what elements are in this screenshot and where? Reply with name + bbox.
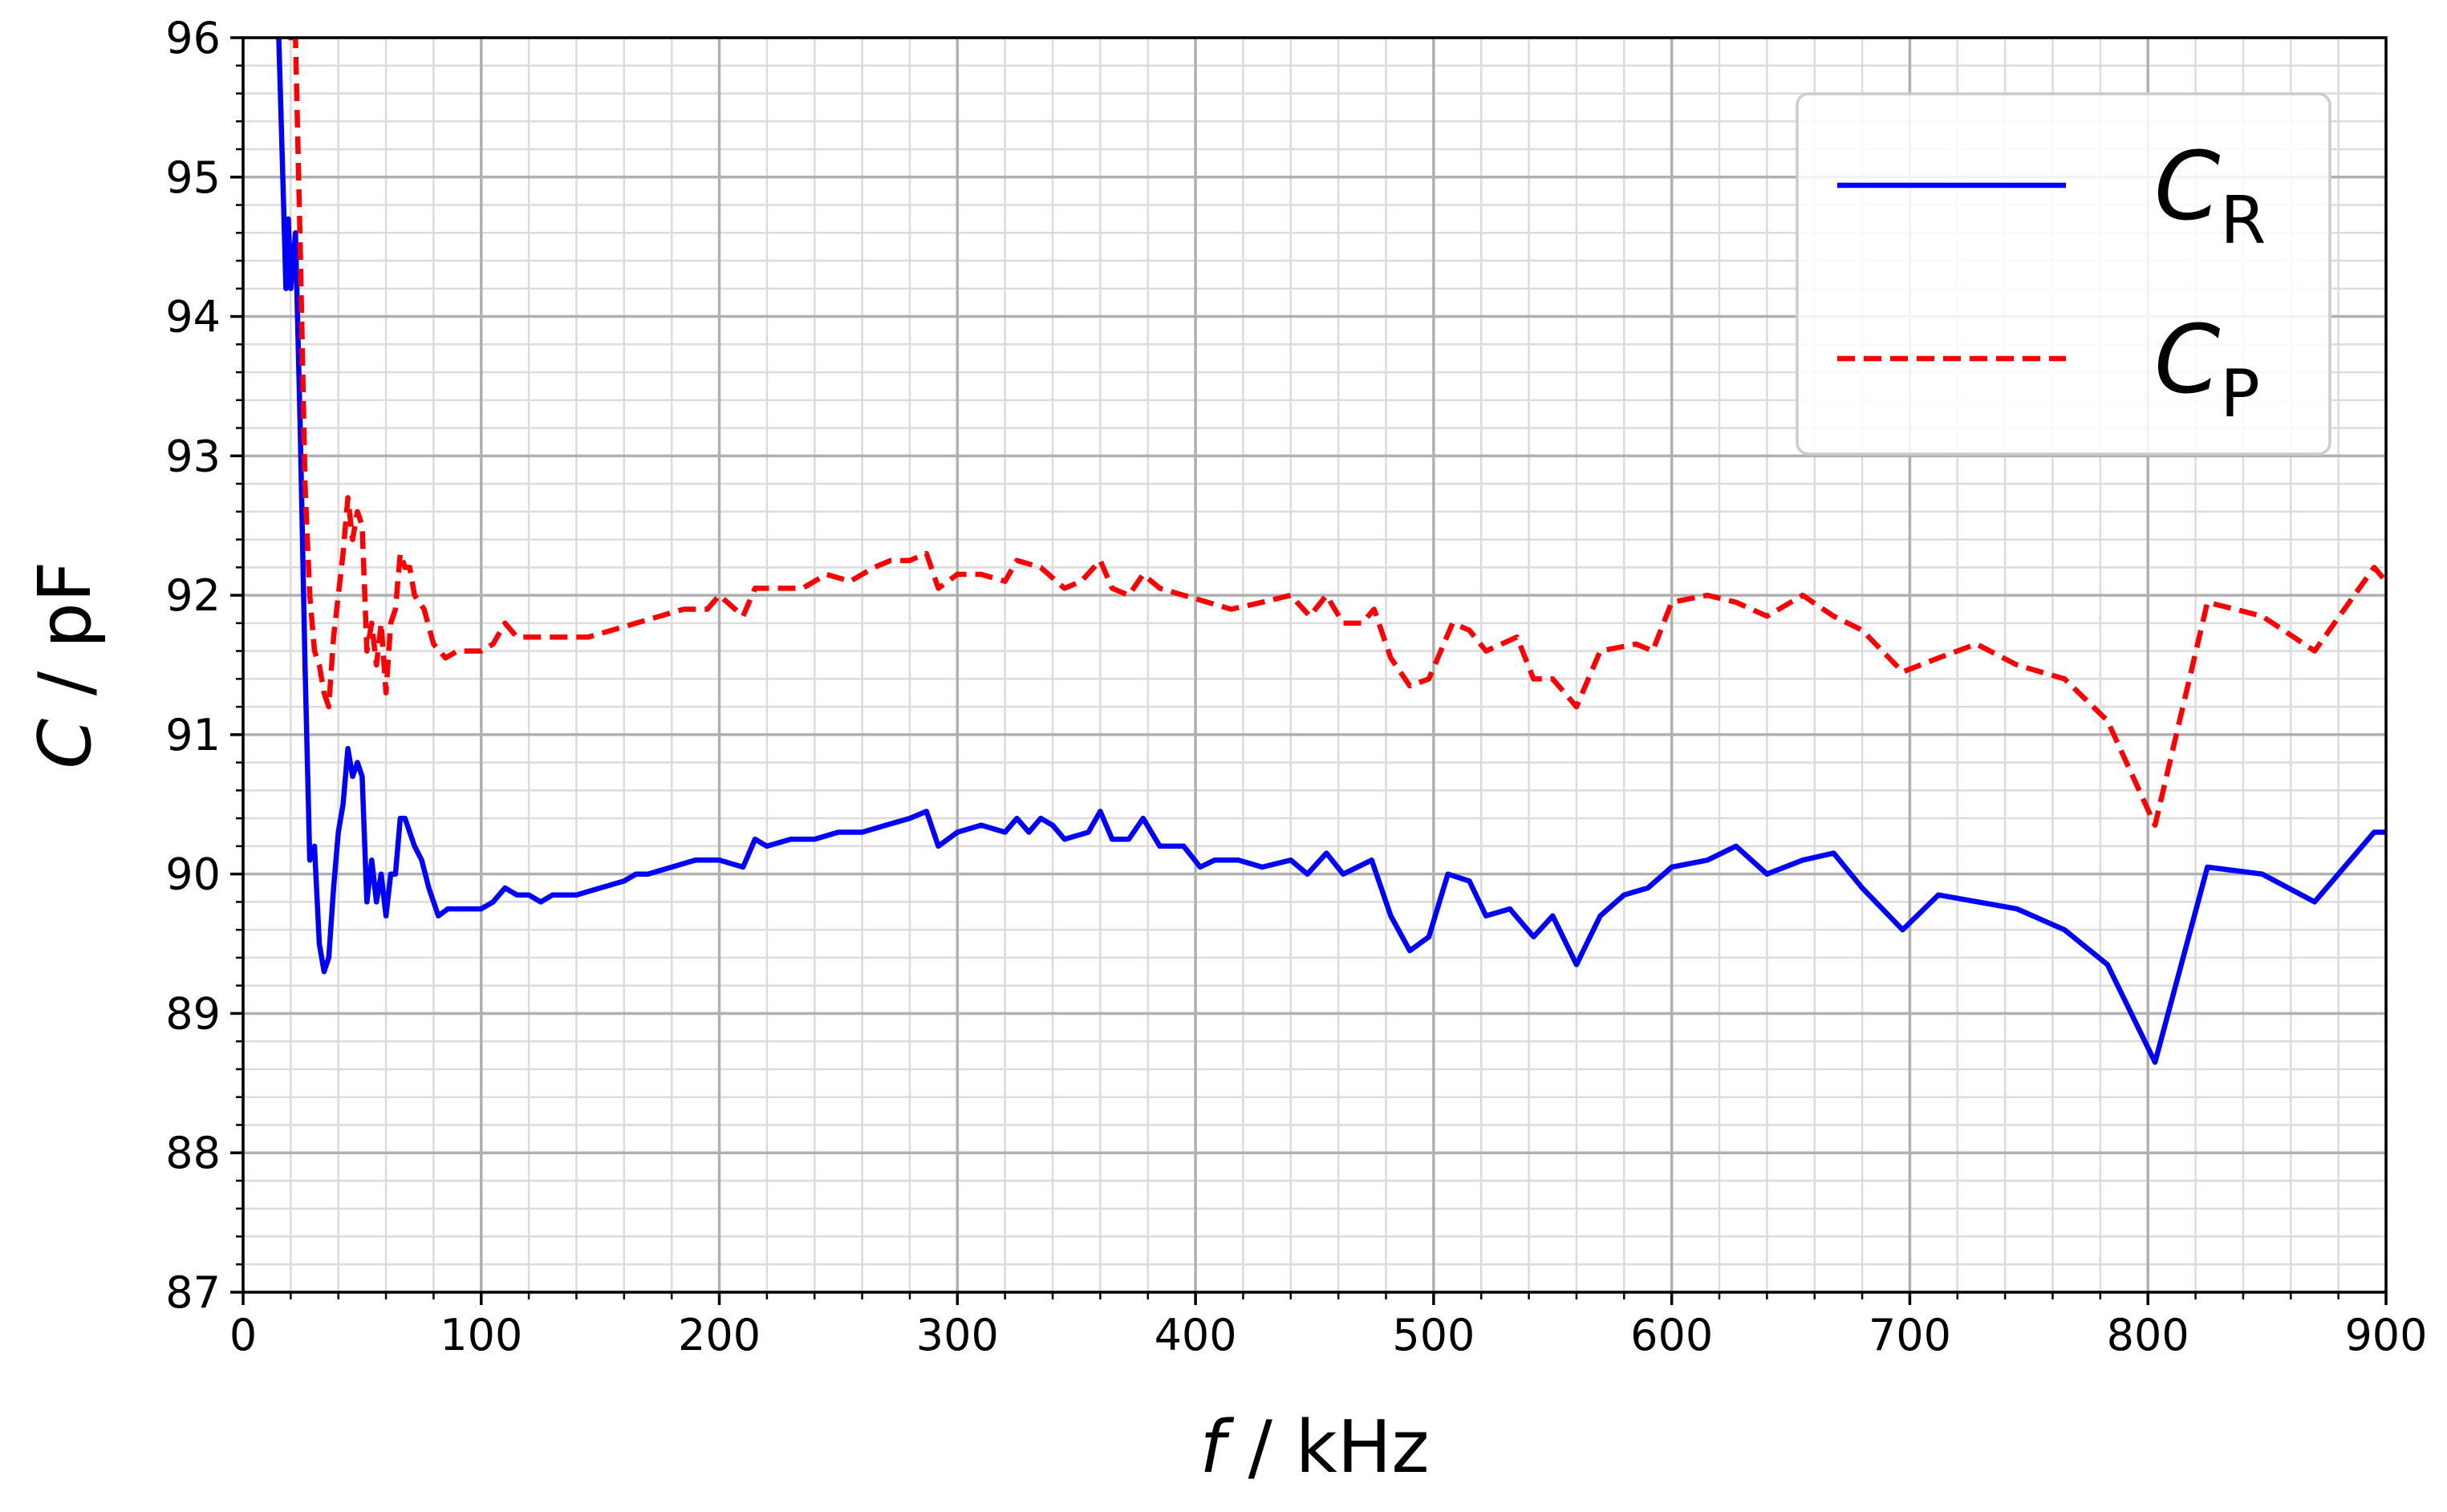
- x-tick-label: 400: [1155, 1310, 1237, 1360]
- y-tick-label: 91: [165, 710, 221, 760]
- x-tick-label: 900: [2344, 1310, 2427, 1360]
- data-line: [288, 38, 2386, 829]
- y-tick-label: 94: [165, 292, 221, 343]
- y-axis-label: C / pF: [23, 561, 108, 768]
- legend-label: CP: [2154, 304, 2260, 432]
- x-tick-label: 0: [229, 1310, 257, 1360]
- y-tick-label: 88: [165, 1128, 221, 1178]
- y-tick-label: 89: [165, 988, 221, 1039]
- y-tick-label: 92: [165, 570, 221, 621]
- data-line: [276, 38, 2386, 1065]
- x-tick-label: 800: [2107, 1310, 2189, 1360]
- y-tick-label: 95: [165, 152, 221, 203]
- x-tick-label: 700: [1869, 1310, 1951, 1360]
- plot-frame: [241, 36, 2388, 1294]
- legend-label: CR: [2154, 131, 2266, 259]
- y-tick-label: 96: [165, 13, 221, 63]
- x-tick-label: 500: [1392, 1310, 1475, 1360]
- x-tick-label: 100: [440, 1310, 522, 1360]
- x-axis-label: f / kHz: [1199, 1405, 1429, 1490]
- x-tick-label: 200: [678, 1310, 761, 1360]
- y-tick-label: 90: [165, 849, 221, 900]
- y-tick-label: 87: [165, 1267, 221, 1318]
- y-tick-label: 93: [165, 431, 221, 481]
- x-tick-label: 300: [916, 1310, 999, 1360]
- x-tick-label: 600: [1630, 1310, 1713, 1360]
